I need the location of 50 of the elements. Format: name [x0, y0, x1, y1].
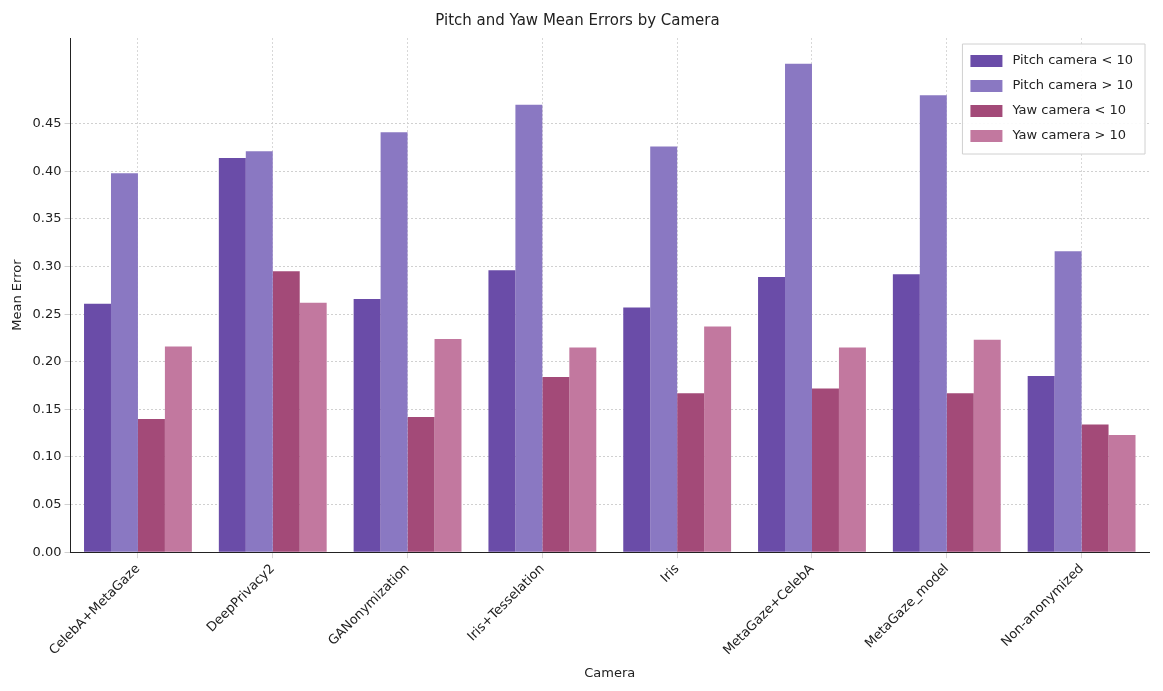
bar	[380, 132, 408, 552]
bar	[1081, 424, 1109, 552]
bar	[785, 63, 812, 552]
bar	[758, 277, 786, 552]
bar	[137, 418, 165, 552]
bar	[1108, 435, 1136, 552]
y-tick-label: 0.40	[32, 162, 62, 178]
bar	[434, 338, 462, 552]
y-tick-label: 0.10	[32, 448, 62, 464]
bar	[650, 146, 678, 552]
x-axis-title: Camera	[584, 664, 636, 680]
y-axis-title: Mean Error	[9, 258, 25, 331]
bar	[407, 416, 435, 552]
y-tick-label: 0.15	[32, 400, 62, 416]
chart-title: Pitch and Yaw Mean Errors by Camera	[435, 10, 720, 29]
bar	[892, 274, 920, 552]
legend-label: Yaw camera > 10	[1011, 127, 1127, 143]
bar	[272, 271, 300, 552]
bar	[704, 326, 732, 552]
bar	[569, 347, 597, 552]
bar	[353, 298, 381, 552]
y-tick-label: 0.30	[32, 257, 62, 273]
y-tick-label: 0.45	[32, 115, 62, 131]
bar	[110, 173, 138, 552]
bar	[919, 95, 947, 552]
bar	[973, 339, 1001, 552]
bar	[542, 376, 570, 552]
bar	[838, 347, 866, 552]
bar	[811, 388, 839, 552]
bar	[1027, 376, 1055, 552]
bar	[84, 303, 111, 552]
bar	[1054, 251, 1082, 552]
x-tick-label: Iris	[657, 560, 682, 586]
y-tick-label: 0.25	[32, 305, 62, 321]
bar	[623, 307, 651, 552]
legend-label: Pitch camera < 10	[1012, 52, 1134, 68]
bar	[677, 393, 705, 552]
bar	[299, 302, 327, 552]
bar	[488, 270, 516, 552]
legend-label: Yaw camera < 10	[1011, 102, 1127, 118]
bar	[946, 393, 974, 552]
y-tick-label: 0.05	[32, 495, 62, 511]
legend-label: Pitch camera > 10	[1012, 77, 1134, 93]
y-tick-label: 0.00	[32, 543, 62, 559]
bar	[245, 151, 273, 552]
y-tick-label: 0.35	[32, 210, 62, 226]
bar	[218, 157, 246, 552]
bar	[515, 104, 543, 552]
bar	[164, 346, 192, 552]
y-tick-label: 0.20	[32, 353, 62, 369]
